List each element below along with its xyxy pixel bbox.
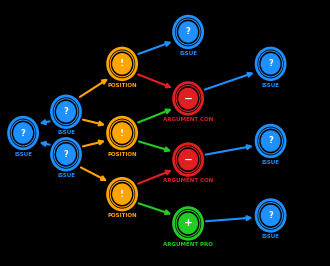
Ellipse shape [57,102,75,122]
Ellipse shape [113,54,131,74]
Text: !: ! [120,190,124,199]
Text: ARGUMENT CON: ARGUMENT CON [163,117,213,122]
Ellipse shape [261,54,280,74]
Ellipse shape [261,205,280,226]
Ellipse shape [179,213,197,234]
Text: ISSUE: ISSUE [57,130,75,135]
Text: ?: ? [268,211,273,220]
Ellipse shape [14,123,32,143]
Text: ?: ? [268,59,273,68]
Ellipse shape [179,22,197,42]
Ellipse shape [113,123,131,143]
Text: POSITION: POSITION [107,152,137,157]
Ellipse shape [261,131,280,151]
Text: POSITION: POSITION [107,82,137,88]
Text: ARGUMENT CON: ARGUMENT CON [163,178,213,183]
Text: ISSUE: ISSUE [179,51,197,56]
Text: POSITION: POSITION [107,213,137,218]
Text: ?: ? [186,27,190,36]
Text: ISSUE: ISSUE [262,82,280,88]
Text: ISSUE: ISSUE [262,234,280,239]
Text: +: + [184,218,192,228]
Text: !: ! [120,59,124,68]
Text: −: − [184,93,192,103]
Text: ISSUE: ISSUE [57,173,75,178]
Text: ?: ? [64,150,68,159]
Text: −: − [184,155,192,165]
Text: ?: ? [268,136,273,146]
Text: ?: ? [64,107,68,116]
Text: ISSUE: ISSUE [262,160,280,165]
Ellipse shape [113,184,131,204]
Text: ?: ? [21,128,25,138]
Ellipse shape [179,88,197,109]
Ellipse shape [57,144,75,164]
Ellipse shape [179,149,197,170]
Text: ARGUMENT PRO: ARGUMENT PRO [163,242,213,247]
Text: ISSUE: ISSUE [14,152,32,157]
Text: !: ! [120,128,124,138]
